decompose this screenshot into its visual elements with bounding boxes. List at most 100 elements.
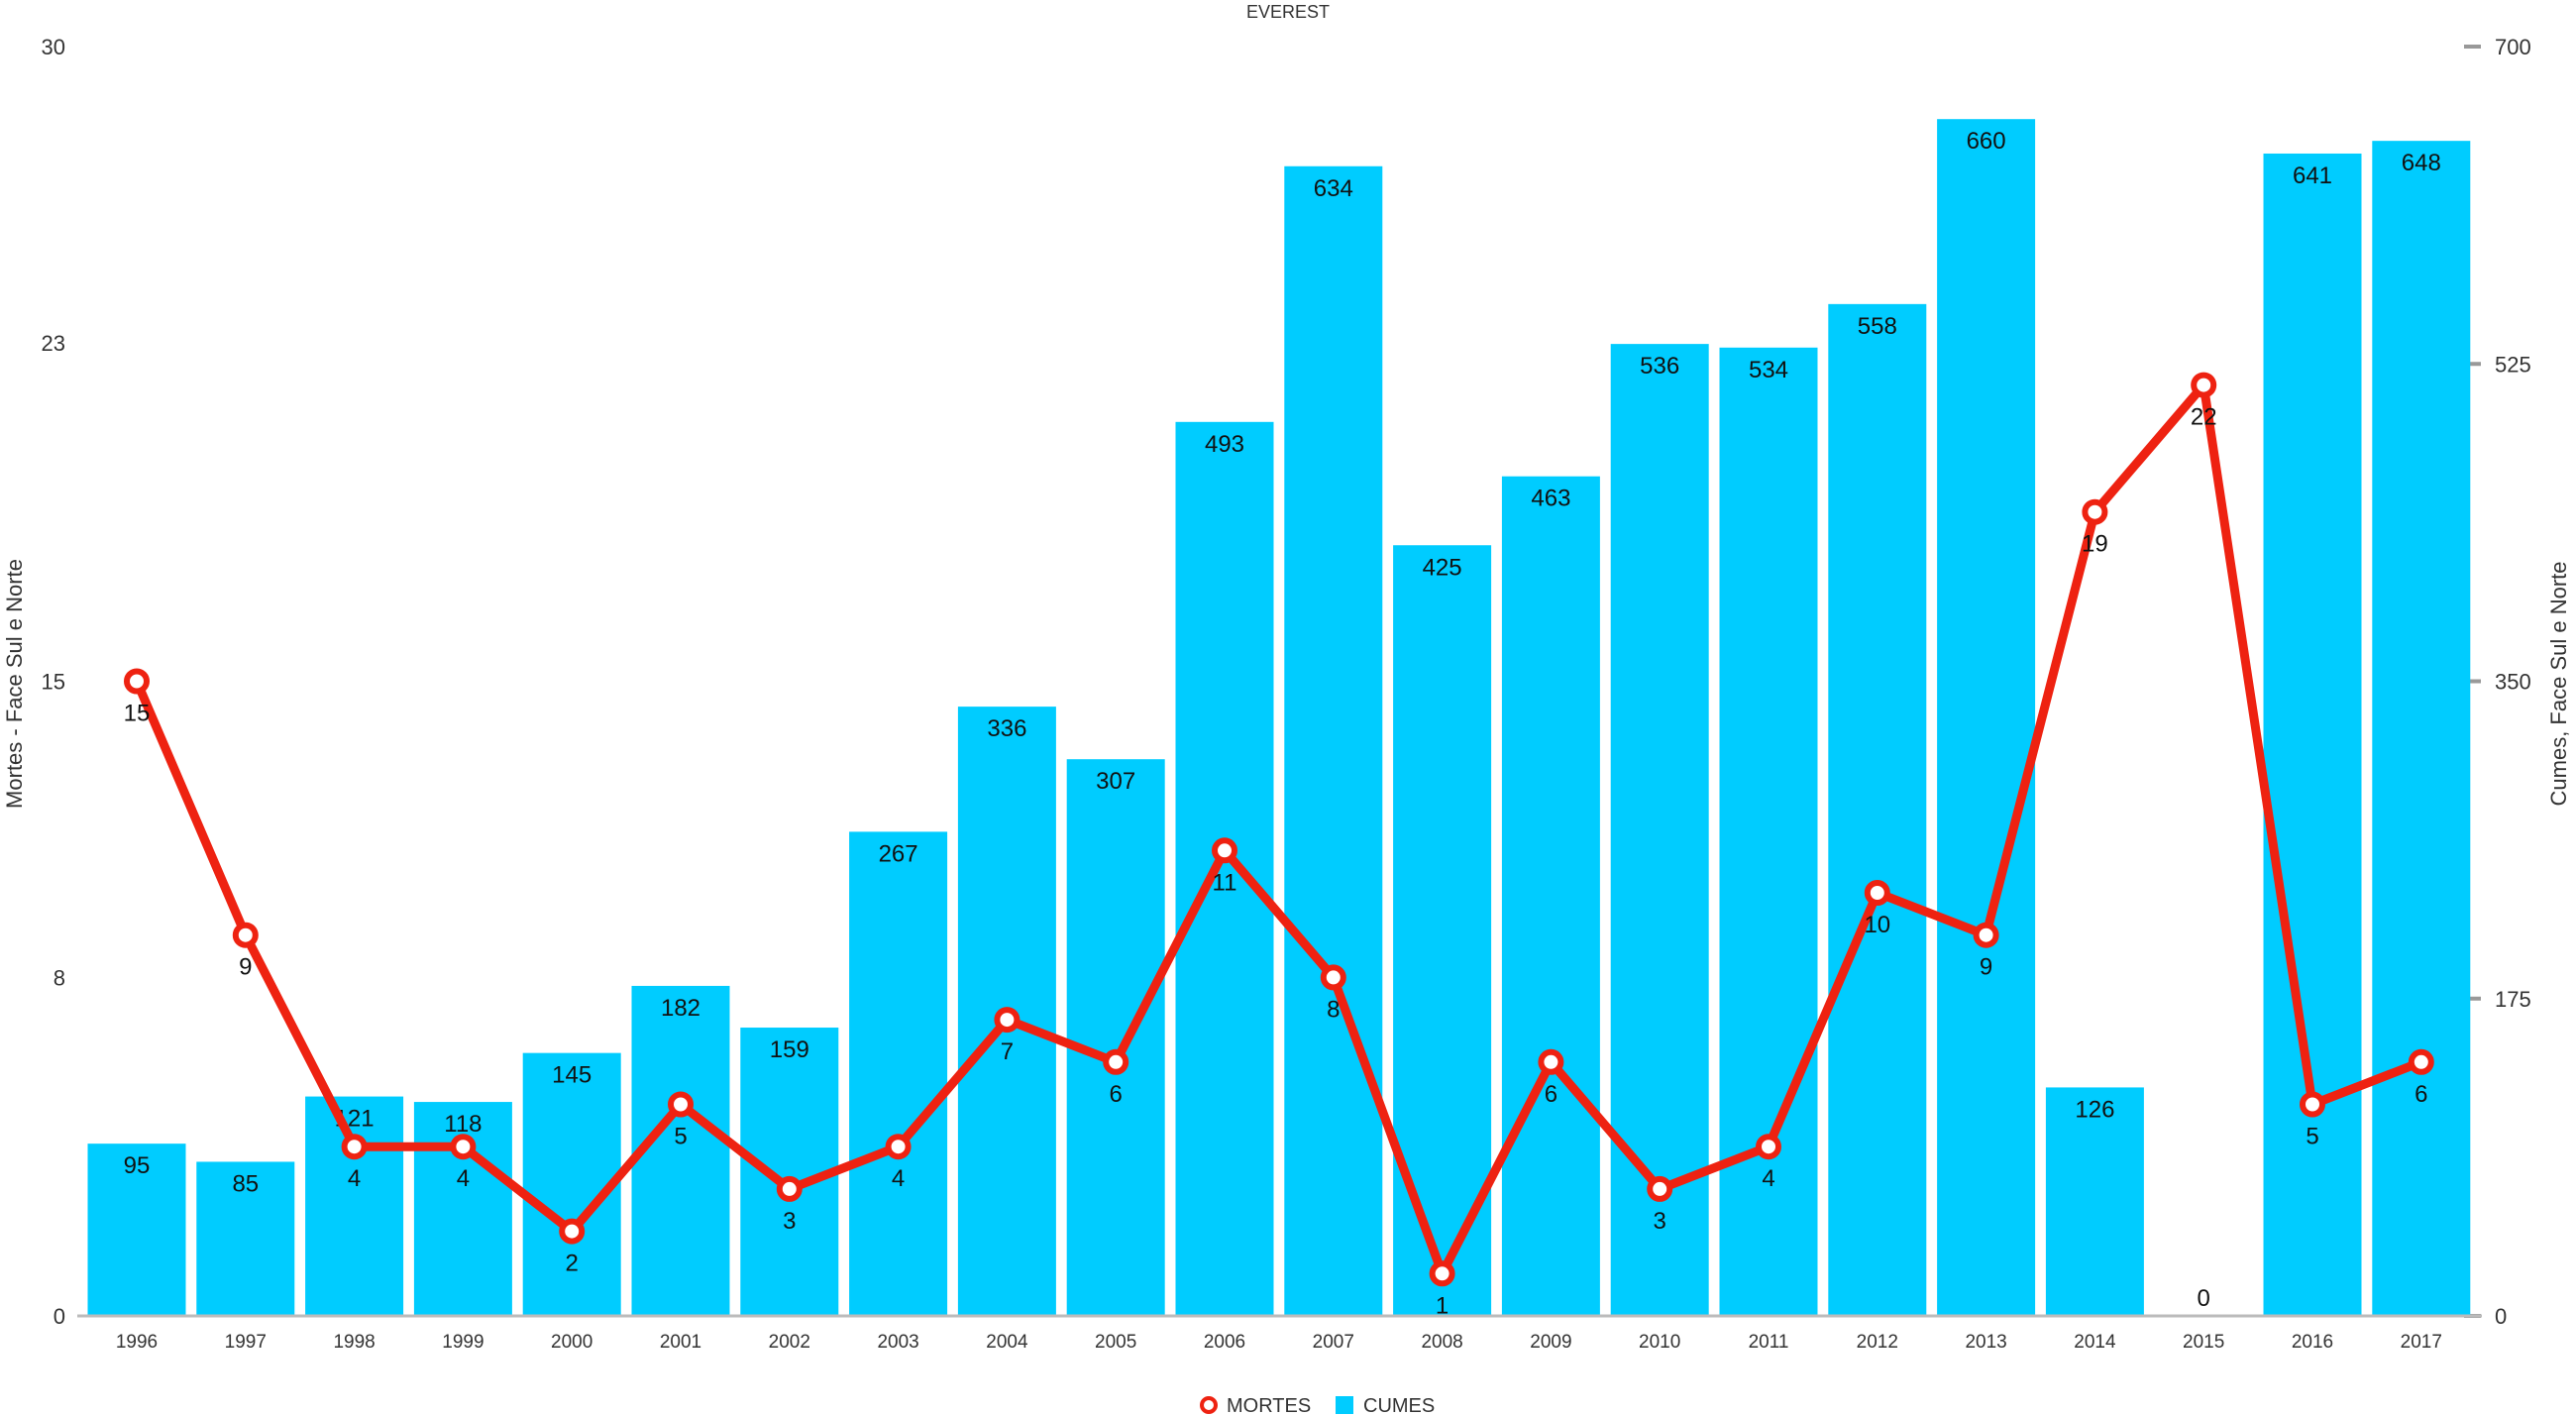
bar-cumes-1996 bbox=[87, 1144, 186, 1316]
point-mortes-2009 bbox=[1538, 1048, 1564, 1075]
line-label: 5 bbox=[674, 1124, 687, 1150]
bar-label: 641 bbox=[2293, 163, 2332, 189]
line-series-group bbox=[124, 372, 2434, 1287]
x-tick-label: 2015 bbox=[2183, 1332, 2224, 1353]
line-label: 9 bbox=[239, 954, 252, 981]
bar-label: 307 bbox=[1096, 768, 1135, 795]
x-tick-label: 2001 bbox=[660, 1332, 701, 1353]
bar-label: 95 bbox=[124, 1152, 151, 1179]
x-tick-label: 2013 bbox=[1965, 1332, 2006, 1353]
x-tick-label: 2005 bbox=[1095, 1332, 1136, 1353]
line-mortes bbox=[132, 381, 2426, 1278]
bar-label: 159 bbox=[770, 1036, 809, 1063]
legend: MORTES CUMES bbox=[1200, 1395, 1435, 1416]
bar-cumes-2005 bbox=[1066, 759, 1165, 1316]
point-mortes-2002 bbox=[776, 1175, 803, 1202]
point-mortes-2013 bbox=[1973, 922, 1999, 948]
line-label: 4 bbox=[457, 1165, 470, 1192]
line-label: 4 bbox=[892, 1165, 905, 1192]
chart-title: EVEREST bbox=[1246, 2, 1330, 22]
bar-label: 85 bbox=[232, 1170, 259, 1197]
x-tick-label: 2011 bbox=[1749, 1332, 1789, 1353]
line-label: 6 bbox=[2415, 1081, 2427, 1108]
bar-label: 118 bbox=[444, 1111, 482, 1138]
x-tick-label: 2002 bbox=[769, 1332, 810, 1353]
bar-cumes-2003 bbox=[849, 831, 948, 1316]
legend-cumes-marker bbox=[1336, 1396, 1353, 1414]
x-tick-label: 2008 bbox=[1421, 1332, 1462, 1353]
x-tick-label: 1997 bbox=[225, 1332, 267, 1353]
right-tick-label: 175 bbox=[2495, 987, 2531, 1012]
line-label: 5 bbox=[2306, 1124, 2318, 1150]
line-label: 19 bbox=[2082, 531, 2108, 558]
bar-label: 336 bbox=[987, 715, 1026, 742]
legend-mortes-marker bbox=[1200, 1396, 1218, 1414]
point-mortes-2006 bbox=[1212, 837, 1237, 864]
point-mortes-2004 bbox=[994, 1007, 1020, 1034]
right-tick-label: 700 bbox=[2495, 35, 2531, 59]
x-tick-label: 2016 bbox=[2292, 1332, 2333, 1353]
left-tick-label: 0 bbox=[54, 1304, 65, 1329]
point-mortes-2014 bbox=[2082, 498, 2108, 525]
line-label: 2 bbox=[566, 1251, 579, 1277]
right-tick-label: 350 bbox=[2495, 670, 2531, 695]
bar-cumes-2016 bbox=[2263, 153, 2362, 1317]
bar-label: 660 bbox=[1967, 128, 2006, 155]
line-label: 8 bbox=[1327, 996, 1340, 1023]
x-tick-label: 1996 bbox=[116, 1332, 158, 1353]
point-mortes-1996 bbox=[124, 668, 150, 695]
x-axis-ticks: 1996 1997 1998 1999 2000 2001 2002 2003 2004 2005… bbox=[116, 1332, 2442, 1353]
bar-label: 145 bbox=[552, 1062, 591, 1089]
bar-label: 558 bbox=[1858, 313, 1897, 340]
left-tick-label: 8 bbox=[54, 965, 65, 990]
bar-cumes-2009 bbox=[1501, 476, 1600, 1317]
x-tick-label: 1998 bbox=[333, 1332, 375, 1353]
bar-label: 634 bbox=[1314, 175, 1353, 202]
bars-group bbox=[87, 119, 2471, 1317]
x-tick-label: 2017 bbox=[2401, 1332, 2442, 1353]
left-tick-label: 23 bbox=[42, 331, 65, 356]
point-mortes-2016 bbox=[2300, 1091, 2325, 1118]
x-tick-label: 2000 bbox=[551, 1332, 592, 1353]
bar-cumes-1997 bbox=[196, 1161, 295, 1316]
x-tick-label: 2006 bbox=[1204, 1332, 1245, 1353]
line-label: 4 bbox=[1762, 1165, 1774, 1192]
line-label: 9 bbox=[1980, 954, 1992, 981]
bar-label: 425 bbox=[1423, 554, 1462, 581]
line-label: 15 bbox=[124, 701, 151, 727]
point-mortes-2003 bbox=[885, 1134, 912, 1160]
x-tick-label: 2009 bbox=[1530, 1332, 1571, 1353]
bar-label: 648 bbox=[2402, 150, 2441, 176]
legend-mortes-label: MORTES bbox=[1227, 1395, 1311, 1416]
bar-label: 182 bbox=[661, 995, 700, 1022]
line-label: 11 bbox=[1213, 869, 1237, 896]
bar-cumes-2013 bbox=[1937, 119, 2036, 1317]
left-axis-title: Mortes - Face Sul e Norte bbox=[2, 559, 27, 809]
bar-label: 534 bbox=[1749, 357, 1788, 383]
legend-cumes-label: CUMES bbox=[1363, 1395, 1435, 1416]
bar-cumes-2000 bbox=[522, 1052, 621, 1316]
x-tick-label: 2003 bbox=[877, 1332, 918, 1353]
left-tick-label: 15 bbox=[42, 670, 65, 695]
line-label: 22 bbox=[2191, 404, 2217, 431]
line-label: 3 bbox=[783, 1208, 796, 1235]
line-label: 4 bbox=[348, 1165, 361, 1192]
x-tick-label: 1999 bbox=[442, 1332, 483, 1353]
line-label: 6 bbox=[1110, 1081, 1123, 1108]
right-tick-label: 525 bbox=[2495, 352, 2531, 377]
bar-label: 463 bbox=[1531, 486, 1570, 512]
bar-label: 536 bbox=[1640, 353, 1679, 380]
bar-label: 267 bbox=[879, 840, 918, 867]
point-mortes-2008 bbox=[1429, 1260, 1455, 1287]
point-mortes-2010 bbox=[1647, 1175, 1673, 1202]
point-mortes-2015 bbox=[2191, 372, 2217, 398]
point-mortes-2001 bbox=[668, 1091, 694, 1118]
bar-cumes-2014 bbox=[2045, 1087, 2144, 1316]
x-tick-label: 2010 bbox=[1639, 1332, 1680, 1353]
bar-cumes-2010 bbox=[1610, 344, 1709, 1316]
right-tick-label: 0 bbox=[2495, 1304, 2507, 1329]
bar-cumes-2001 bbox=[631, 985, 730, 1316]
